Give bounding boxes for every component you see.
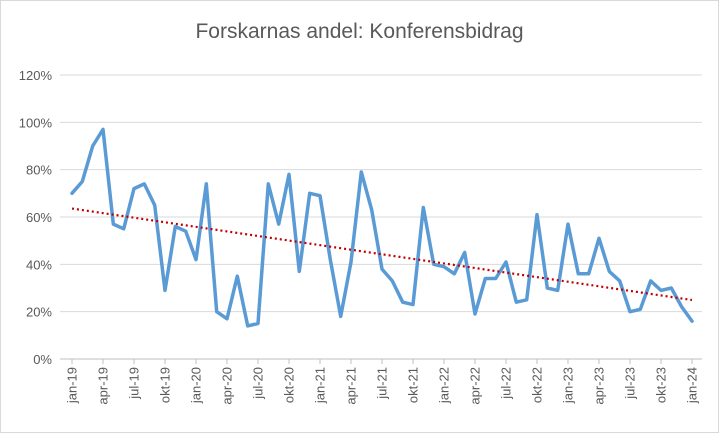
y-tick-label: 80%: [26, 163, 52, 178]
x-tick-label: jan-21: [313, 367, 328, 404]
x-tick-label: jul-23: [623, 367, 638, 400]
x-tick-label: apr-22: [468, 367, 483, 405]
x-tick-label: okt-23: [654, 367, 669, 403]
x-tick-label: jan-23: [561, 367, 576, 404]
x-tick-label: apr-20: [220, 367, 235, 405]
y-tick-label: 100%: [19, 115, 53, 130]
x-tick-label: jan-24: [685, 367, 700, 404]
y-tick-label: 20%: [26, 305, 52, 320]
x-tick-label: okt-21: [406, 367, 421, 403]
x-tick-label: apr-21: [344, 367, 359, 405]
x-tick-label: okt-22: [530, 367, 545, 403]
x-tick-label: jan-20: [189, 367, 204, 404]
chart-title: Forskarnas andel: Konferensbidrag: [195, 20, 524, 43]
x-tick-label: apr-23: [592, 367, 607, 405]
y-tick-label: 60%: [26, 210, 52, 225]
x-tick-label: jul-22: [499, 367, 514, 400]
x-tick-label: jul-19: [127, 367, 142, 400]
x-tick-label: jul-21: [375, 367, 390, 400]
x-tick-label: jan-22: [437, 367, 452, 404]
x-tick-label: okt-19: [158, 367, 173, 403]
x-tick-label: apr-19: [96, 367, 111, 405]
x-tick-label: jul-20: [251, 367, 266, 400]
y-tick-label: 120%: [19, 68, 53, 83]
x-tick-label: okt-20: [282, 367, 297, 403]
y-tick-label: 40%: [26, 257, 52, 272]
series-line: [70, 127, 694, 328]
y-tick-label: 0%: [33, 352, 52, 367]
x-tick-label: jan-19: [65, 367, 80, 404]
